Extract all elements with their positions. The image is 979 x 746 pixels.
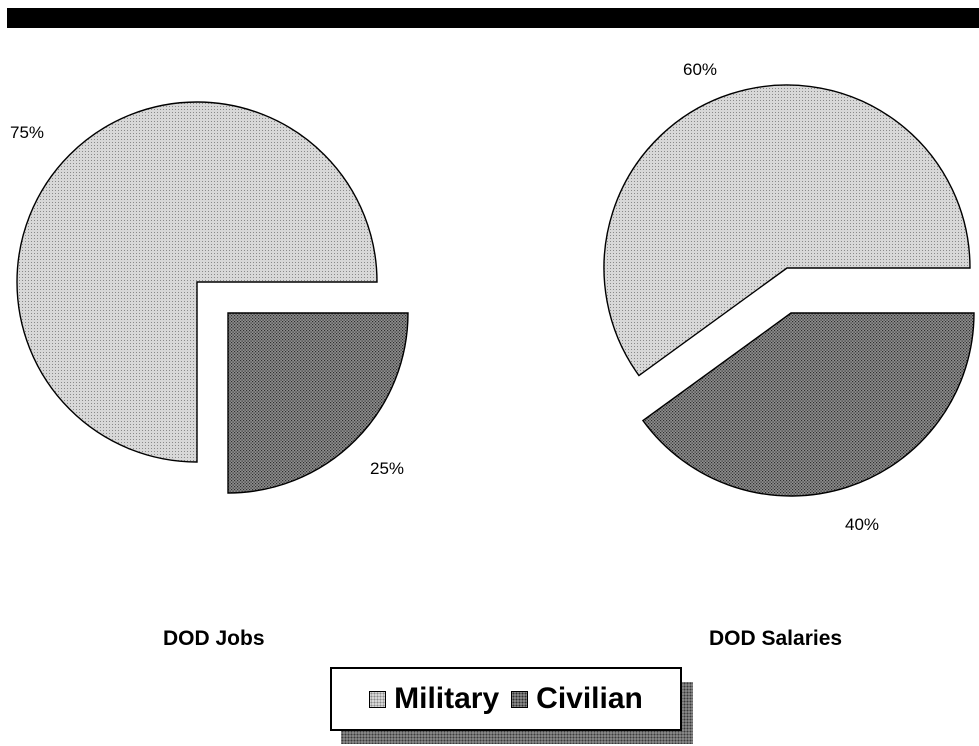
chart-title-dod-jobs: DOD Jobs xyxy=(163,627,265,650)
pie-slice-civilian xyxy=(227,312,409,494)
military-swatch-icon xyxy=(369,690,387,708)
data-label-military: 60% xyxy=(683,60,717,79)
header-bar xyxy=(7,8,979,28)
civilian-swatch-icon xyxy=(511,690,529,708)
legend-item-civilian: Civilian xyxy=(511,682,643,716)
legend: Military Civilian xyxy=(330,667,682,731)
data-label-military: 75% xyxy=(10,123,44,142)
legend-item-military: Military xyxy=(369,682,499,716)
pie-slice-military xyxy=(603,84,971,377)
legend-label-military: Military xyxy=(394,682,500,715)
pie-slice-civilian xyxy=(641,312,975,497)
data-label-civilian: 25% xyxy=(370,459,404,478)
pie-dod-jobs: 75% 25% xyxy=(10,101,409,494)
chart-title-dod-salaries: DOD Salaries xyxy=(709,627,843,650)
pie-dod-salaries: 60% 40% xyxy=(603,60,975,534)
legend-label-civilian: Civilian xyxy=(536,682,643,715)
pie-slice-military xyxy=(16,101,378,463)
data-label-civilian: 40% xyxy=(845,515,879,534)
